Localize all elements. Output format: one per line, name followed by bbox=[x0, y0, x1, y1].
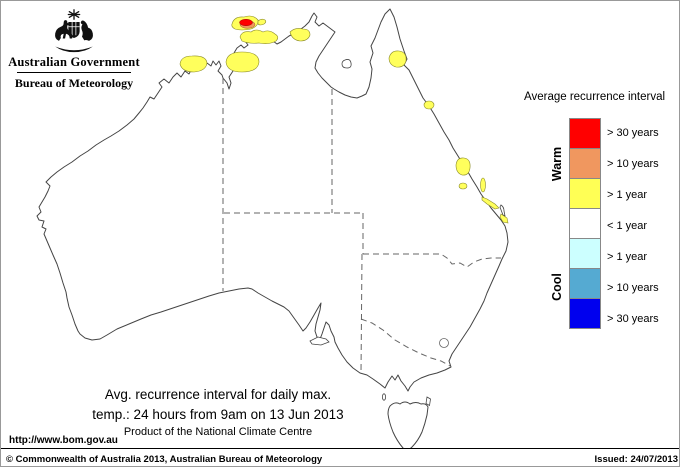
kangaroo-island bbox=[309, 336, 330, 346]
branding-divider bbox=[17, 72, 131, 73]
caption-line-2: temp.: 24 hours from 9am on 13 Jun 2013 bbox=[92, 407, 344, 422]
legend-label-column: > 30 years > 10 years > 1 year < 1 year … bbox=[607, 118, 659, 335]
legend-warm-axis-label: Warm bbox=[550, 146, 564, 182]
legend-label: > 10 years bbox=[607, 282, 659, 294]
government-title: Australian Government bbox=[8, 55, 140, 69]
border-qld-nsw bbox=[363, 253, 501, 268]
patch-bowen bbox=[458, 182, 468, 190]
patch-fraser-coast bbox=[499, 213, 509, 224]
legend-label: > 30 years bbox=[607, 313, 659, 325]
legend-swatch-neutral bbox=[569, 208, 601, 239]
border-act bbox=[439, 338, 449, 348]
patch-kimberley bbox=[179, 55, 208, 73]
border-sa-nsw-vic bbox=[360, 253, 363, 375]
patch-tiwi-east-islet bbox=[257, 18, 267, 26]
caption-line-1: Avg. recurrence interval for daily max. bbox=[104, 387, 332, 402]
state-borders bbox=[222, 78, 501, 375]
patch-kakadu bbox=[289, 28, 311, 42]
australian-coat-of-arms-icon bbox=[55, 9, 93, 53]
fraser-island bbox=[499, 204, 506, 217]
legend-swatch-warm-1 bbox=[569, 178, 601, 209]
legend-swatch-cool-1 bbox=[569, 238, 601, 269]
patch-capricorn-coast bbox=[481, 196, 500, 210]
patch-mackay-coast bbox=[480, 177, 486, 193]
patch-cape-york bbox=[388, 50, 407, 68]
bom-branding: Australian Government Bureau of Meteorol… bbox=[3, 7, 145, 91]
legend-label: > 30 years bbox=[607, 127, 659, 139]
patch-townsville bbox=[455, 157, 471, 176]
legend-swatch-cool-10 bbox=[569, 268, 601, 299]
border-nsw-vic bbox=[360, 318, 451, 367]
patch-cairns bbox=[423, 100, 435, 110]
legend-label: > 1 year bbox=[607, 251, 648, 263]
legend-swatch-cool-30 bbox=[569, 298, 601, 329]
legend-title: Average recurrence interval bbox=[524, 91, 666, 103]
legend-cool-axis-label: Cool bbox=[550, 273, 564, 301]
bom-url: http://www.bom.gov.au bbox=[9, 435, 118, 446]
australia-map bbox=[36, 8, 509, 448]
patch-victoria-river bbox=[225, 51, 260, 73]
tasmania-outline bbox=[387, 401, 429, 448]
caption-line-3: Product of the National Climate Centre bbox=[123, 426, 313, 438]
bureau-title: Bureau of Meteorology bbox=[14, 76, 134, 90]
flinders-island bbox=[425, 396, 431, 407]
patch-tiwi-gt30yr bbox=[239, 19, 253, 26]
legend-label: > 1 year bbox=[607, 189, 648, 201]
groote-eylandt bbox=[341, 59, 352, 69]
legend-label: < 1 year bbox=[607, 220, 648, 232]
copyright-text: © Commonwealth of Australia 2013, Austra… bbox=[6, 454, 323, 465]
king-island bbox=[381, 393, 386, 401]
issued-date: Issued: 24/07/2013 bbox=[594, 454, 678, 465]
patch-topend-coast bbox=[239, 29, 279, 44]
legend-swatch-column bbox=[569, 118, 601, 329]
legend-swatch-warm-10 bbox=[569, 148, 601, 179]
footer-strip: © Commonwealth of Australia 2013, Austra… bbox=[1, 448, 679, 466]
legend-swatch-warm-30 bbox=[569, 118, 601, 149]
map-caption: Avg. recurrence interval for daily max. … bbox=[53, 387, 383, 438]
legend-label: > 10 years bbox=[607, 158, 659, 170]
